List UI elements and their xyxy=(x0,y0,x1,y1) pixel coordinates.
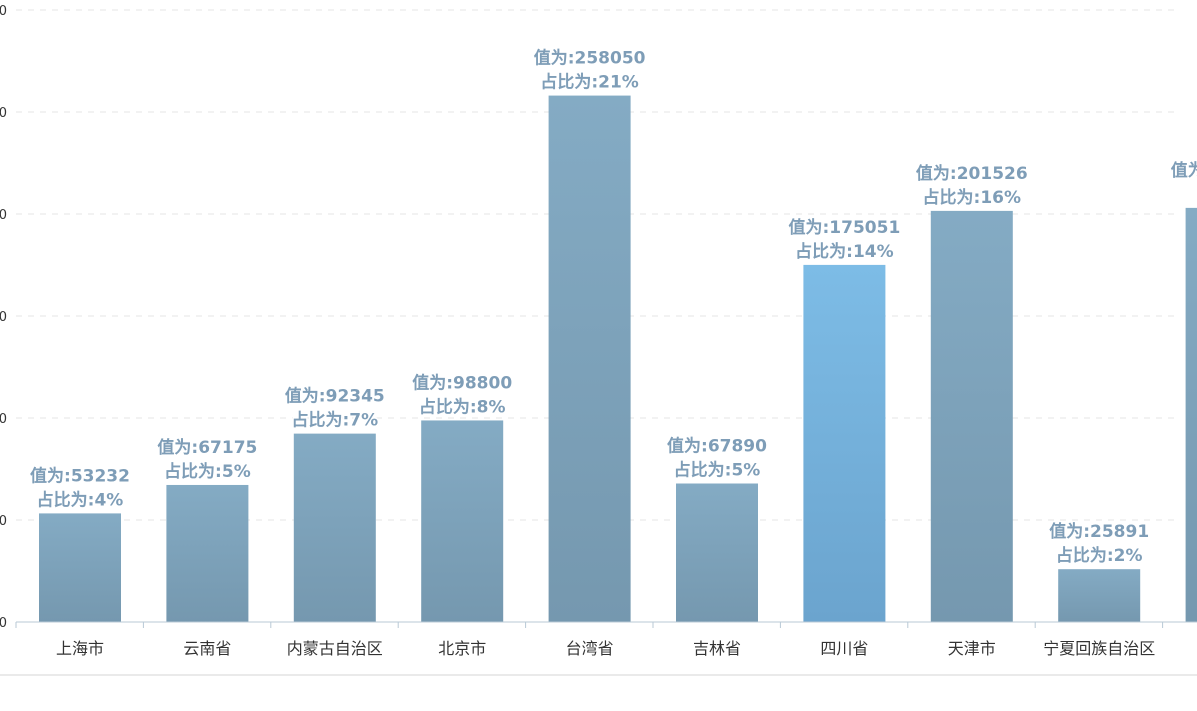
share-label: 占比为:7% xyxy=(291,410,378,431)
x-tick-label: 内蒙古自治区 xyxy=(287,639,383,658)
x-axis: 上海市 云南省 内蒙古自治区 北京市 台湾省 吉林省 四川省 天津市 宁夏回族自治区 xyxy=(0,621,1197,676)
value-label: 值为:25891 xyxy=(1049,521,1149,542)
value-label: 值为:201526 xyxy=(916,163,1028,184)
y-tick-label: 0 xyxy=(0,310,7,325)
x-tick-label: 云南省 xyxy=(183,639,231,658)
y-tick-label: 0 xyxy=(0,4,7,19)
value-label: 值为:258050 xyxy=(534,48,646,69)
bar[interactable] xyxy=(421,420,504,622)
share-label: 占比为:8% xyxy=(419,396,506,417)
bar[interactable] xyxy=(39,513,121,622)
bar[interactable] xyxy=(930,210,1013,622)
share-label: 占比为:14% xyxy=(795,241,894,262)
share-label: 占比为:2% xyxy=(1056,545,1143,566)
value-label: 值为:175051 xyxy=(789,217,901,238)
x-tick-label: 天津市 xyxy=(948,639,996,658)
x-tick-label: 宁夏回族自治区 xyxy=(1043,639,1155,658)
value-label: 值为:53232 xyxy=(30,465,130,486)
share-label: 占比为:4% xyxy=(37,489,124,510)
share-label: 占比为:16% xyxy=(923,187,1022,208)
bar[interactable] xyxy=(293,433,376,622)
x-tick-label: 吉林省 xyxy=(693,639,741,658)
x-tick-label: 台湾省 xyxy=(566,639,614,658)
bars xyxy=(39,95,1197,622)
bar[interactable] xyxy=(676,483,758,622)
share-label: 占比为:21% xyxy=(540,72,639,93)
x-tick-label: 上海市 xyxy=(56,639,104,658)
y-tick-label: 0 xyxy=(0,514,7,529)
y-tick-label: 0 xyxy=(0,208,7,223)
value-label: 值为:67175 xyxy=(157,437,257,458)
share-label: 占比为:5% xyxy=(164,461,251,482)
bar[interactable] xyxy=(1058,569,1141,622)
bar[interactable] xyxy=(166,484,249,622)
y-tick-label: 0 xyxy=(0,616,7,631)
bar[interactable] xyxy=(1185,207,1197,622)
data-labels: 值为:53232 占比为:4% 值为:67175 占比为:5% 值为:92345 占比为:… xyxy=(29,46,1197,568)
y-tick-label: 0 xyxy=(0,106,7,121)
value-label: 值为:92345 xyxy=(285,386,385,407)
bar[interactable] xyxy=(548,95,631,622)
value-label: 值为:98800 xyxy=(412,372,512,393)
share-label: 占比为:5% xyxy=(674,460,761,481)
value-label: 值为:203000 xyxy=(1171,160,1197,181)
value-label: 值为:67890 xyxy=(667,436,767,457)
y-tick-label: 0 xyxy=(0,412,7,427)
bar[interactable] xyxy=(803,264,886,622)
x-tick-label: 北京市 xyxy=(438,639,486,658)
x-tick-label: 四川省 xyxy=(820,639,868,658)
